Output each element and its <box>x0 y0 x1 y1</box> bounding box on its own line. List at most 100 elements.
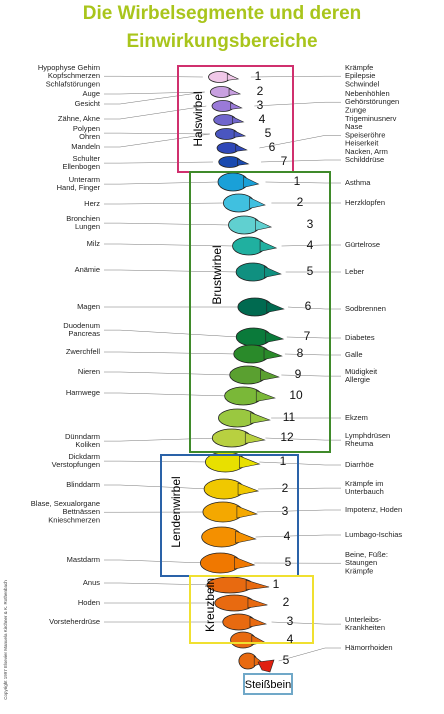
vertebra-number: 4 <box>259 112 266 126</box>
organ-label: Koliken <box>75 440 100 449</box>
connector-line <box>104 202 224 205</box>
organ-label: Verstopfungen <box>52 460 100 469</box>
organ-label: Hoden <box>78 598 100 607</box>
organ-label: Gesicht <box>75 99 101 108</box>
organ-label: Mandeln <box>71 142 100 151</box>
vertebra-number: 11 <box>283 410 296 424</box>
spinous-process <box>243 176 260 188</box>
spinous-process <box>263 348 283 360</box>
organ-label: Magen <box>77 302 100 311</box>
region-box <box>189 171 331 453</box>
organ-label: Blinddarm <box>66 480 100 489</box>
spinous-process <box>237 158 250 166</box>
organ-label: Diarrhöe <box>345 460 374 469</box>
spinous-process <box>247 597 268 609</box>
spinous-process <box>245 579 270 591</box>
region-label: Steißbein <box>245 679 291 691</box>
vertebra-number: 1 <box>273 577 280 591</box>
region-box <box>189 575 314 644</box>
connector-line <box>104 181 218 185</box>
organ-label: Krämpfe im <box>345 479 383 488</box>
title: Einwirkungsbereiche <box>126 31 317 52</box>
organ-label: Auge <box>82 89 100 98</box>
connector-line <box>265 437 341 441</box>
connector-line <box>278 647 341 662</box>
connector-line <box>256 509 341 513</box>
organ-label: Anämie <box>75 265 100 274</box>
vertebra-number: 4 <box>284 529 291 543</box>
organ-label: Krankheiten <box>345 623 385 632</box>
organ-label: Müdigkeit <box>345 367 378 376</box>
connector-line <box>104 460 212 463</box>
spinous-process <box>265 331 285 343</box>
copyright: Copyright 1997 Elsevier Manuela Kirchner… <box>3 580 8 700</box>
region-box <box>243 673 293 695</box>
organ-label: Unterarm <box>69 175 100 184</box>
organ-label: Trigeminusnerv <box>345 114 397 123</box>
vertebra-number: 2 <box>297 195 304 209</box>
coccyx <box>257 659 275 673</box>
organ-label: Milz <box>87 239 101 248</box>
organ-label: Sodbrennen <box>345 304 386 313</box>
vertebra-number: 10 <box>289 388 303 402</box>
spinous-process <box>230 102 243 110</box>
title: Die Wirbelsegmente und deren <box>83 3 362 24</box>
vertebra-number: 3 <box>287 614 294 628</box>
connector-line <box>104 582 217 586</box>
spinous-process <box>232 116 245 124</box>
vertebra-number: 2 <box>257 84 264 98</box>
organ-label: Hämorrhoiden <box>345 643 393 652</box>
organ-label: Krämpfe <box>345 63 373 72</box>
vertebra-number: 1 <box>294 174 301 188</box>
organ-label: Lumbago-Ischias <box>345 530 402 539</box>
organ-label: Zwerchfell <box>66 347 101 356</box>
connector-line <box>287 306 341 310</box>
vertebra-number: 1 <box>280 454 287 468</box>
connector-line <box>281 244 341 247</box>
vertebra-number: 2 <box>283 595 290 609</box>
connector-line <box>104 161 214 164</box>
vertebra-number: 5 <box>285 555 292 569</box>
vertebra-number: 4 <box>307 238 314 252</box>
organ-label: Gürtelrose <box>345 240 380 249</box>
connector-line <box>104 133 210 148</box>
organ-label: Polypen <box>73 124 100 133</box>
organ-label: Vorsteherdrüse <box>49 617 100 626</box>
organ-label: Schulter <box>72 154 100 163</box>
connector-line <box>265 181 341 184</box>
vertebra-number: 5 <box>265 126 272 140</box>
organ-label: Bettnässen <box>62 507 100 516</box>
organ-label: Nase <box>345 122 363 131</box>
organ-label: Blase, Sexualorgane <box>31 499 100 508</box>
organ-label: Zunge <box>345 105 366 114</box>
connector-line <box>104 351 237 355</box>
spinous-process <box>239 455 261 469</box>
connector-line <box>104 484 211 490</box>
connector-line <box>255 534 341 538</box>
organ-label: Ohren <box>79 132 100 141</box>
organ-label: Nacken, Arm <box>345 147 388 156</box>
organ-label: Schlafstörungen <box>46 79 100 88</box>
organ-label: Anus <box>83 578 100 587</box>
organ-label: Heiserkeit <box>345 139 379 148</box>
spinous-process <box>266 301 285 313</box>
connector-line <box>104 392 229 397</box>
vertebra-number: 5 <box>283 653 290 667</box>
connector-line <box>104 437 218 442</box>
organ-label: Dickdarm <box>68 452 100 461</box>
organ-label: Staungen <box>345 558 377 567</box>
vertebra-number: 6 <box>269 140 276 154</box>
spinous-process <box>264 266 282 278</box>
organ-label: Ekzem <box>345 413 368 422</box>
connector-line <box>281 374 341 377</box>
vertebra-number: 4 <box>287 632 294 646</box>
organ-label: Allergie <box>345 375 370 384</box>
vertebra-number: 6 <box>305 299 312 313</box>
organ-label: Impotenz, Hoden <box>345 505 402 514</box>
organ-label: Lungen <box>75 222 100 231</box>
organ-label: Schilddrüse <box>345 155 384 164</box>
spinous-process <box>235 530 257 544</box>
vertebra-number: 9 <box>295 367 302 381</box>
organ-label: Duodenum <box>63 321 100 330</box>
